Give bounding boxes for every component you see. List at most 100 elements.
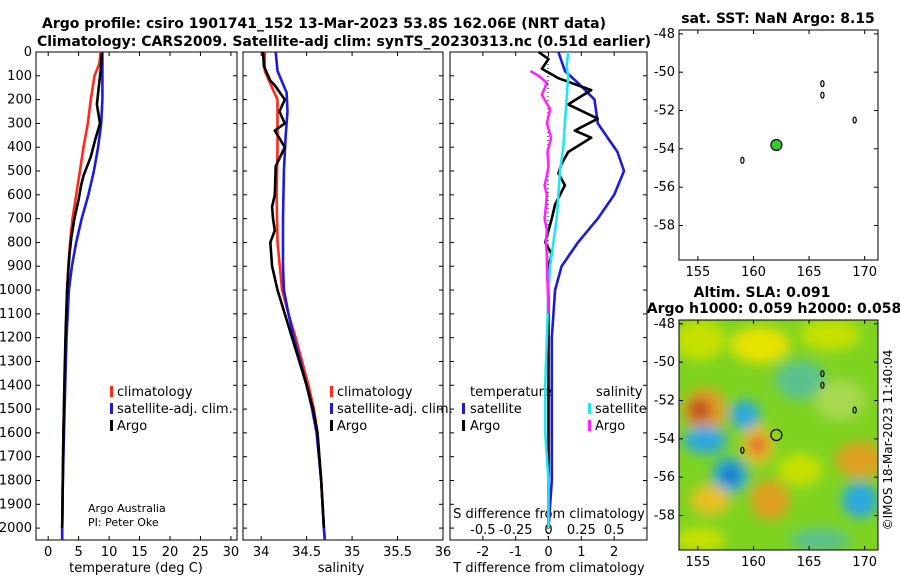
legend-s-argo-label: Argo — [595, 419, 625, 434]
temperature-x-tick-label: 10 — [101, 545, 118, 560]
depth-tick-label: 200 — [7, 93, 32, 108]
marks-layer — [740, 80, 857, 454]
legend-s-satellite-swatch — [588, 403, 591, 414]
legend-s-satellite-label: satellite — [595, 402, 647, 417]
depth-tick-label: 1200 — [0, 331, 32, 346]
temperature-x-tick-label: 20 — [162, 545, 179, 560]
depth-tick-label: 2000 — [0, 521, 32, 536]
depth-tick-label: 1000 — [0, 283, 32, 298]
sla_map-y-tick-label: -52 — [654, 394, 675, 409]
island-outline — [852, 116, 857, 124]
temperature-x-tick-label: 25 — [192, 545, 209, 560]
differences-x-tick-label: 1 — [577, 545, 585, 560]
argo-float-marker — [770, 138, 783, 152]
salinity-plot-frame — [242, 51, 444, 541]
island-outline — [820, 370, 825, 378]
sst_map-y-tick-label: -56 — [654, 180, 675, 195]
depth-tick-label: 300 — [7, 116, 32, 131]
sla_map-y-tick-label: -48 — [654, 317, 675, 332]
sla_map-x-tick-label: 160 — [741, 555, 766, 570]
depth-tick-label: 700 — [7, 212, 32, 227]
legend-satellite-swatch — [330, 403, 333, 414]
temperature-legend: climatology satellite-adj. clim. Argo — [110, 385, 233, 434]
sla-map-panel — [678, 319, 879, 551]
legend-salinity-header: salinity — [596, 385, 643, 400]
depth-tick-label: 1800 — [0, 473, 32, 488]
argo-float-marker — [770, 428, 783, 442]
temperature-x-tick-label: 5 — [74, 545, 82, 560]
legend-argo-swatch — [330, 420, 333, 431]
differences-x-tick-label: 0 — [544, 545, 552, 560]
depth-tick-label: 1400 — [0, 378, 32, 393]
differences-x-tick-label: -2 — [476, 545, 489, 560]
salinity-legend: climatology satellite-adj. clim. Argo — [330, 385, 453, 434]
legend-satellite-label: satellite-adj. clim. — [337, 402, 453, 417]
depth-tick-label: 1700 — [0, 450, 32, 465]
depth-tick-label: 1600 — [0, 426, 32, 441]
sla-map-title-line2: Argo h1000: 0.059 h2000: 0.058 — [647, 301, 900, 317]
salinity-x-tick-label: 34 — [253, 545, 270, 560]
differences-x-tick-label: -1 — [509, 545, 522, 560]
sst_map-y-tick-label: -48 — [654, 27, 675, 42]
temperature-series-satellite-adj-clim- — [60, 52, 104, 540]
title-line2: Climatology: CARS2009. Satellite-adj cli… — [37, 34, 651, 50]
salinity-x-tick-label: 36 — [435, 545, 452, 560]
sst_map-y-tick-label: -50 — [654, 65, 675, 80]
differences-series-temperature-satellite — [547, 51, 626, 529]
legend-climatology-label: climatology — [337, 385, 413, 400]
axes-layer: 0 5 10 15 20 25 300100200300400500600700800900… — [0, 27, 878, 570]
depth-tick-label: 600 — [7, 188, 32, 203]
title-line1: Argo profile: csiro 1901741_152 13-Mar-2… — [42, 16, 606, 32]
depth-tick-label: 900 — [7, 259, 32, 274]
depth-tick-label: 1500 — [0, 402, 32, 417]
temperature-x-label: temperature (deg C) — [69, 561, 203, 576]
legend-t-argo-label: Argo — [470, 419, 500, 434]
differences-series-salinity-satellite — [543, 51, 570, 529]
legend-argo-swatch — [110, 420, 113, 431]
depth-tick-label: 1100 — [0, 307, 32, 322]
s-difference-tick-label: 0.25 — [567, 523, 596, 538]
temperature-profile-panel: temperature (deg C) Argo Australia PI: P… — [35, 51, 238, 576]
legend-satellite-swatch — [110, 403, 113, 414]
salinity-x-tick-label: 35 — [344, 545, 361, 560]
sst_map-y-tick-label: -58 — [654, 219, 675, 234]
temperature-series-argo — [60, 53, 104, 529]
legend-climatology-label: climatology — [117, 385, 193, 400]
temperature-x-tick-label: 30 — [223, 545, 240, 560]
legend-argo-label: Argo — [117, 419, 147, 434]
legend-climatology-swatch — [110, 386, 113, 397]
depth-tick-label: 1900 — [0, 497, 32, 512]
sla-map-frame — [678, 319, 879, 551]
temperature-x-tick-label: 0 — [44, 545, 52, 560]
sst_map-x-tick-label: 170 — [852, 265, 877, 280]
salinity-x-tick-label: 35.5 — [383, 545, 412, 560]
island-outline — [820, 80, 825, 88]
imos-watermark: ©IMOS 18-Mar-2023 11:40:04 — [881, 350, 895, 531]
sla_map-x-tick-label: 165 — [797, 555, 822, 570]
legend-t-argo-swatch — [462, 420, 465, 431]
depth-tick-label: 400 — [7, 140, 32, 155]
sla-map-title-line1: Altim. SLA: 0.091 — [694, 285, 831, 301]
legend-s-argo-swatch — [588, 420, 591, 431]
salinity-x-tick-label: 34.5 — [292, 545, 321, 560]
depth-tick-label: 100 — [7, 69, 32, 84]
sst_map-x-tick-label: 160 — [741, 265, 766, 280]
sst_map-y-tick-label: -52 — [654, 104, 675, 119]
sst_map-y-tick-label: -54 — [654, 142, 675, 157]
salinity-series-argo — [261, 51, 326, 529]
legend-t-satellite-swatch — [462, 403, 465, 414]
temperature-plot-frame — [35, 51, 238, 541]
differences-x-tick-label: 2 — [610, 545, 618, 560]
island-outline — [852, 406, 857, 414]
temperature-x-tick-label: 15 — [131, 545, 148, 560]
depth-tick-label: 1300 — [0, 354, 32, 369]
island-outline — [740, 156, 745, 164]
credit-line1: Argo Australia — [88, 502, 166, 515]
difference-legend: temperature salinity satellite Argo sate… — [462, 385, 647, 434]
legend-temperature-header: temperature — [470, 385, 552, 400]
sla_map-y-tick-label: -50 — [654, 355, 675, 370]
sst_map-x-tick-label: 155 — [685, 265, 710, 280]
depth-tick-label: 800 — [7, 235, 32, 250]
s-difference-tick-label: 0.5 — [604, 523, 625, 538]
